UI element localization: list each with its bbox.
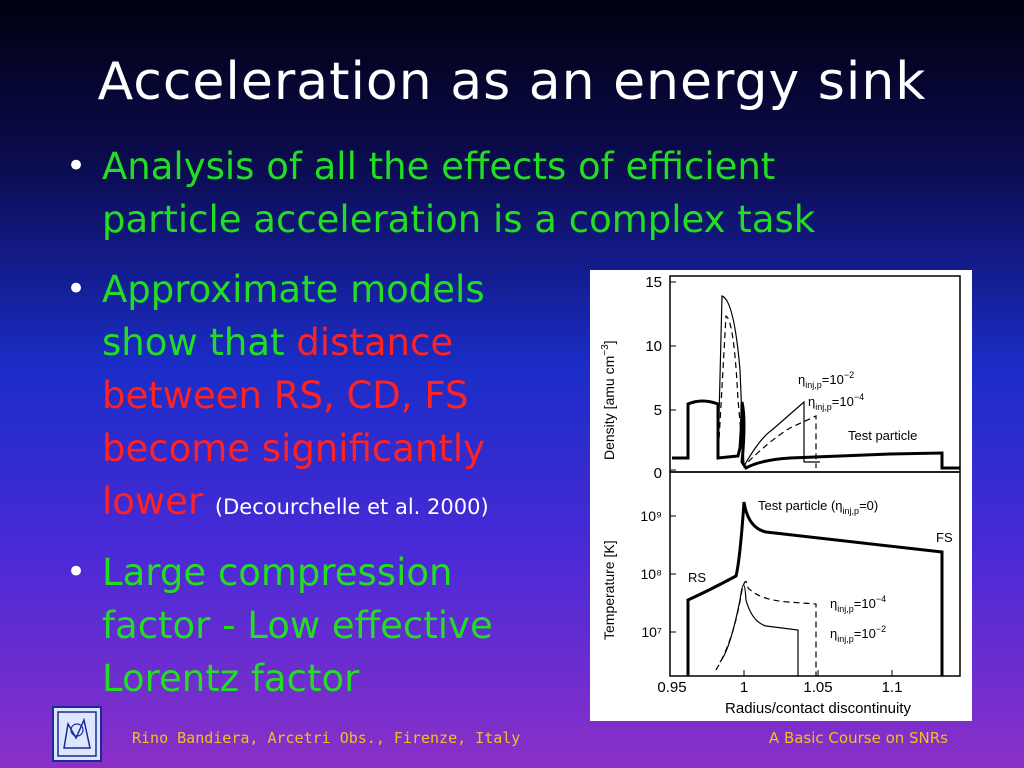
bullet-2-line-2: show that distance — [102, 316, 489, 369]
x-tick-1.05: 1.05 — [803, 679, 832, 696]
temperature-curves — [686, 501, 944, 676]
x-tick-1.1: 1.1 — [882, 679, 903, 696]
bullet-2: • Approximate models show that distance … — [66, 263, 489, 534]
bullet-3-line-1: Large compression — [102, 551, 453, 594]
label-rs: RS — [688, 570, 706, 585]
bullet-2-line-2-green: show that — [102, 321, 297, 364]
bottom-y-tick-1e8: 10⁸ — [641, 566, 663, 582]
bullet-3-line-2: factor - Low effective — [102, 604, 493, 647]
top-y-tick-10: 10 — [645, 338, 662, 355]
x-ticks — [669, 670, 893, 676]
top-annotation-eta-1: ηinj,p=10−2 — [798, 370, 854, 390]
bullet-marker: • — [66, 552, 87, 592]
arcetri-logo — [52, 706, 102, 762]
bullet-2-line-2-red: distance — [296, 321, 454, 364]
bottom-panel-ylabel: Temperature [K] — [601, 540, 617, 640]
bottom-y-ticks — [670, 515, 676, 633]
density-dashed-curve — [717, 315, 817, 468]
citation: (Decourchelle et al. 2000) — [214, 495, 489, 519]
temperature-efficient-curve — [686, 501, 944, 676]
bullet-3: • Large compression factor - Low effecti… — [66, 546, 493, 705]
figure-density-temperature: 15 10 5 0 Density [amu cm−3] ηinj,p=10−2… — [590, 270, 972, 721]
temperature-thin-curve — [719, 584, 799, 676]
bullet-marker: • — [66, 146, 87, 186]
bullet-2-line-1: Approximate models — [102, 268, 485, 311]
bottom-y-tick-1e7: 10⁷ — [641, 624, 662, 640]
temperature-dashed-curve — [715, 580, 817, 676]
bottom-annotation-eta-2: ηinj,p=10−2 — [830, 624, 886, 644]
top-y-tick-5: 5 — [654, 402, 662, 419]
footer-author: Rino Bandiera, Arcetri Obs., Firenze, It… — [132, 729, 521, 747]
x-tick-0.95: 0.95 — [657, 679, 686, 696]
footer-course: A Basic Course on SNRs — [768, 729, 948, 747]
top-y-tick-15: 15 — [645, 274, 662, 291]
density-efficient-curve — [672, 399, 960, 470]
bullet-2-line-4: become significantly — [102, 427, 486, 470]
label-fs: FS — [936, 530, 953, 545]
bullet-3-line-3: Lorentz factor — [102, 657, 360, 700]
bottom-y-tick-1e9: 10⁹ — [640, 508, 662, 524]
x-axis-label: Radius/contact discontinuity — [725, 700, 911, 717]
top-annotation-test-particle: Test particle — [848, 428, 917, 443]
x-tick-1: 1 — [740, 679, 748, 696]
bullet-1-line-1: Analysis of all the effects of efficient — [102, 145, 776, 188]
density-curves — [672, 295, 960, 470]
top-y-tick-0: 0 — [654, 465, 662, 482]
bottom-annotation-test-particle: Test particle (ηinj,p=0) — [758, 498, 878, 516]
top-y-ticks — [670, 281, 676, 471]
bullet-1-line-2: particle acceleration is a complex task — [102, 198, 816, 241]
bullet-marker: • — [66, 269, 87, 309]
top-annotation-eta-2: ηinj,p=10−4 — [808, 392, 864, 412]
slide-title: Acceleration as an energy sink — [97, 52, 927, 112]
top-panel-ylabel: Density [amu cm−3] — [600, 340, 617, 460]
bullet-1: • Analysis of all the effects of efficie… — [66, 140, 816, 246]
bullet-2-line-5: lower — [102, 480, 204, 523]
bottom-annotation-eta-1: ηinj,p=10−4 — [830, 594, 886, 614]
bullet-2-line-3: between RS, CD, FS — [102, 374, 469, 417]
